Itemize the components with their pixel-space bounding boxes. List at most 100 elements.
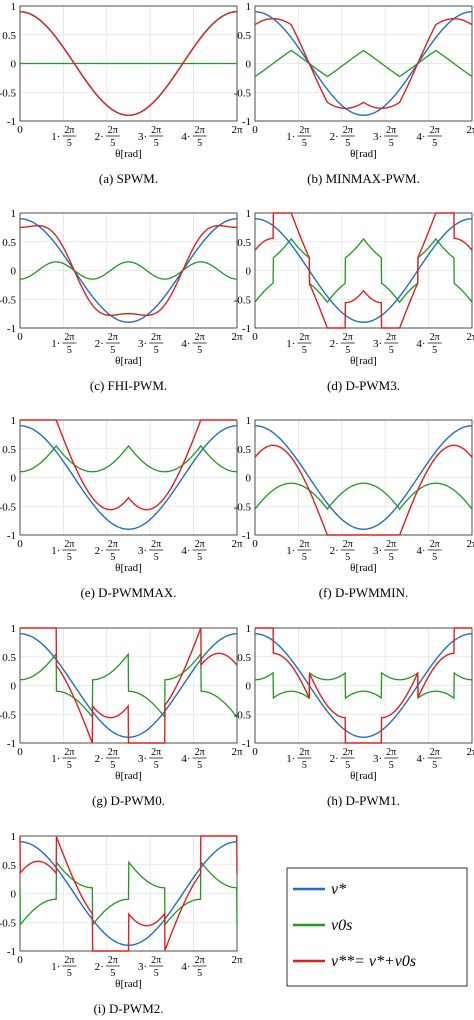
x-tick-denominator: 5 <box>67 552 72 563</box>
x-tick-numerator: 2π <box>386 747 396 758</box>
y-tick-label: -1 <box>242 323 251 335</box>
x-tick-denominator: 5 <box>302 138 307 149</box>
x-axis-label: θ[rad] <box>350 562 377 574</box>
x-tick-coef: 4· <box>416 131 425 143</box>
x-tick-label: 0 <box>17 331 23 343</box>
x-tick-coef: 3· <box>138 131 147 143</box>
x-tick-denominator: 5 <box>432 138 437 149</box>
x-tick-coef: 1· <box>51 131 60 143</box>
x-tick-denominator: 5 <box>197 552 202 563</box>
x-tick-label: 2π <box>231 331 243 343</box>
x-tick-coef: 2· <box>330 338 339 350</box>
x-tick-denominator: 5 <box>302 345 307 356</box>
y-tick-label: -1 <box>242 116 251 128</box>
y-tick-label: 0.5 <box>2 860 16 872</box>
x-tick-denominator: 5 <box>302 760 307 771</box>
legend: v* v0s v**= v*+v0s <box>286 867 468 987</box>
x-tick-coef: 3· <box>373 131 382 143</box>
x-tick-coef: 2· <box>330 545 339 557</box>
x-tick-coef: 2· <box>95 545 104 557</box>
y-tick-label: -0.5 <box>234 87 252 99</box>
x-tick-coef: 2· <box>95 961 104 973</box>
y-tick-label: 1 <box>246 1 252 13</box>
x-tick-numerator: 2π <box>64 332 74 343</box>
x-tick-denominator: 5 <box>197 345 202 356</box>
x-tick-numerator: 2π <box>64 539 74 550</box>
x-tick-label: 2π <box>231 124 243 136</box>
x-tick-label: 0 <box>252 538 258 550</box>
y-tick-label: 1 <box>11 415 17 427</box>
y-tick-label: 1 <box>11 831 17 843</box>
y-tick-label: -1 <box>7 530 16 542</box>
x-tick-denominator: 5 <box>432 345 437 356</box>
y-tick-label: -0.5 <box>234 501 252 513</box>
series-line-v-star <box>255 218 472 323</box>
x-tick-numerator: 2π <box>386 332 396 343</box>
y-tick-label: 0 <box>11 266 17 278</box>
x-tick-numerator: 2π <box>151 332 161 343</box>
x-tick-numerator: 2π <box>299 747 309 758</box>
legend-box <box>286 867 468 987</box>
series-line-v0s <box>255 671 472 700</box>
x-tick-label: 2π <box>466 538 474 550</box>
y-tick-label: 1 <box>11 208 17 220</box>
legend-label-v0s: v0s <box>331 917 352 934</box>
x-tick-denominator: 5 <box>110 552 115 563</box>
x-tick-coef: 3· <box>138 753 147 765</box>
x-tick-denominator: 5 <box>154 345 159 356</box>
x-tick-numerator: 2π <box>343 539 353 550</box>
y-tick-label: 0 <box>11 473 17 485</box>
x-tick-denominator: 5 <box>67 968 72 979</box>
x-tick-numerator: 2π <box>195 539 205 550</box>
chart-panel-2: 10.50-0.5-101·2π52·2π53·2π54·2π52πθ[rad]… <box>0 208 243 393</box>
x-tick-denominator: 5 <box>432 552 437 563</box>
grid-lines <box>254 419 473 536</box>
y-tick-label: -0.5 <box>0 709 16 721</box>
x-tick-denominator: 5 <box>67 345 72 356</box>
x-tick-coef: 2· <box>95 131 104 143</box>
x-tick-numerator: 2π <box>108 539 118 550</box>
x-tick-numerator: 2π <box>195 955 205 966</box>
x-tick-coef: 4· <box>181 545 190 557</box>
series-line-v0s <box>254 237 473 304</box>
x-tick-numerator: 2π <box>343 747 353 758</box>
x-tick-denominator: 5 <box>110 968 115 979</box>
y-tick-label: -1 <box>7 738 16 750</box>
x-tick-coef: 4· <box>416 338 425 350</box>
chart-panel-8: 10.50-0.5-101·2π52·2π53·2π54·2π52πθ[rad]… <box>0 831 243 1016</box>
y-tick-label: 0 <box>11 889 17 901</box>
x-tick-numerator: 2π <box>299 332 309 343</box>
x-tick-numerator: 2π <box>195 125 205 136</box>
x-tick-label: 2π <box>466 124 474 136</box>
y-tick-label: 1 <box>246 415 252 427</box>
legend-label-v-star: v* <box>331 881 346 898</box>
grid-lines <box>254 627 473 744</box>
x-tick-numerator: 2π <box>299 125 309 136</box>
chart-panel-3: 10.50-0.5-101·2π52·2π53·2π54·2π52πθ[rad]… <box>234 208 474 393</box>
x-tick-coef: 3· <box>138 338 147 350</box>
y-tick-label: 0 <box>246 266 252 278</box>
y-tick-label: 0 <box>246 59 252 71</box>
x-tick-denominator: 5 <box>110 760 115 771</box>
chart-panel-6: 10.50-0.5-101·2π52·2π53·2π54·2π52πθ[rad]… <box>0 623 243 808</box>
chart-caption: (a) SPWM. <box>99 171 158 186</box>
x-tick-numerator: 2π <box>64 747 74 758</box>
x-axis-label: θ[rad] <box>115 562 142 574</box>
x-tick-label: 0 <box>252 746 258 758</box>
x-tick-denominator: 5 <box>345 138 350 149</box>
y-tick-label: 0 <box>11 681 17 693</box>
x-tick-label: 2π <box>231 538 243 550</box>
x-tick-numerator: 2π <box>430 747 440 758</box>
x-tick-denominator: 5 <box>302 552 307 563</box>
x-tick-numerator: 2π <box>343 125 353 136</box>
y-tick-label: 0.5 <box>2 652 16 664</box>
x-tick-coef: 1· <box>286 545 295 557</box>
chart-caption: (f) D-PWMMIN. <box>319 585 409 600</box>
x-tick-numerator: 2π <box>343 332 353 343</box>
grid-lines <box>19 419 238 536</box>
x-axis-label: θ[rad] <box>115 978 142 990</box>
series-line-v0s <box>19 261 238 280</box>
x-tick-coef: 3· <box>138 961 147 973</box>
series-line-v-star-star <box>19 224 238 317</box>
x-tick-numerator: 2π <box>151 747 161 758</box>
